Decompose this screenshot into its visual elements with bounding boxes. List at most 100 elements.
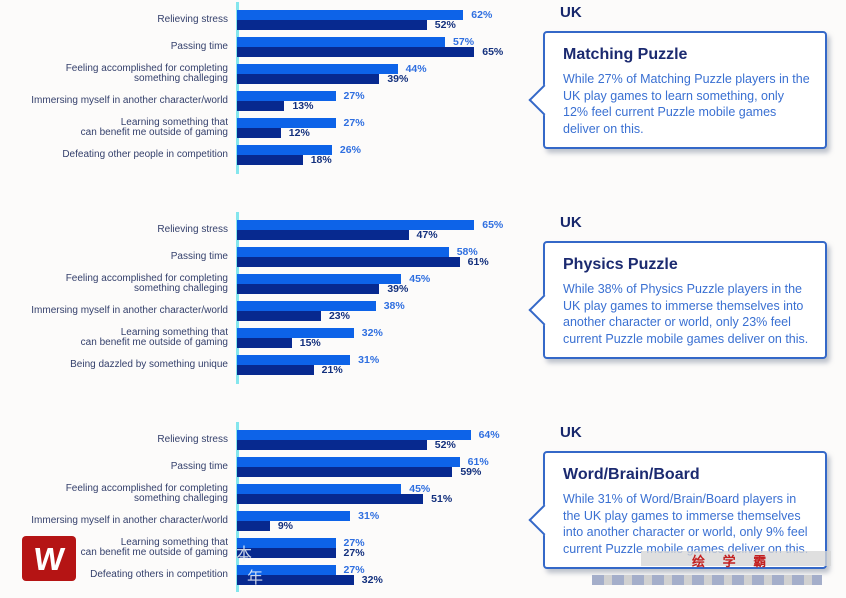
- chart-row: Passing time 58% 61%: [0, 246, 846, 268]
- bar-line-light: 27%: [237, 90, 365, 102]
- bar-pair: 32% 15%: [237, 327, 383, 349]
- watermark-red-text: 绘 学 霸: [692, 554, 774, 569]
- bar-line-dark: 21%: [237, 364, 379, 376]
- chart-axis-line: [236, 422, 239, 592]
- bar-value-light: 58%: [456, 246, 478, 258]
- chart-rows: Relieving stress 62% 52% Passing time 57% 65%…: [0, 0, 846, 210]
- bar-light: [237, 538, 336, 548]
- chart-row: Being dazzled by something unique 31% 21%: [0, 354, 846, 376]
- bar-line-dark: 27%: [237, 547, 365, 559]
- watermark-glyph: 年: [247, 570, 264, 587]
- bar-pair: 31% 21%: [237, 354, 379, 376]
- bar-pair: 64% 52%: [237, 429, 500, 451]
- bar-value-dark: 39%: [387, 283, 409, 295]
- bar-value-light: 32%: [361, 327, 383, 339]
- bar-dark: [237, 74, 380, 84]
- bar-line-dark: 51%: [237, 493, 452, 505]
- bar-dark: [237, 101, 285, 111]
- chart-row: Immersing myself in another character/wo…: [0, 510, 846, 532]
- bar-line-dark: 52%: [237, 439, 500, 451]
- category-label: Being dazzled by something unique: [70, 358, 228, 370]
- bar-dark: [237, 257, 460, 267]
- bar-value-dark: 9%: [277, 520, 294, 532]
- bar-line-light: 31%: [237, 510, 379, 522]
- bar-line-light: 62%: [237, 9, 493, 21]
- bar-light: [237, 457, 460, 467]
- bar-light: [237, 10, 464, 20]
- bar-line-light: 32%: [237, 327, 383, 339]
- bar-light: [237, 64, 398, 74]
- bar-line-light: 44%: [237, 63, 427, 75]
- bar-value-light: 26%: [339, 144, 361, 156]
- bar-dark: [237, 128, 281, 138]
- bar-line-light: 38%: [237, 300, 405, 312]
- bar-pair: 44% 39%: [237, 63, 427, 85]
- category-label: Defeating other people in competition: [62, 148, 228, 160]
- bar-value-light: 27%: [343, 90, 365, 102]
- bar-dark: [237, 155, 303, 165]
- chart-row: Passing time 57% 65%: [0, 36, 846, 58]
- chart-rows: Relieving stress 64% 52% Passing time 61% 59%…: [0, 420, 846, 598]
- chart-axis-line: [236, 2, 239, 174]
- watermark-band: [592, 575, 822, 585]
- chart-row: Defeating others in competition 27% 32%: [0, 564, 846, 586]
- bar-dark: [237, 338, 292, 348]
- bar-dark: [237, 284, 380, 294]
- bar-line-light: 45%: [237, 483, 452, 495]
- category-label: Immersing myself in another character/wo…: [31, 94, 228, 106]
- bar-value-light: 61%: [467, 456, 489, 468]
- category-label: Learning something that can benefit me o…: [80, 116, 228, 138]
- bar-dark: [237, 575, 354, 585]
- bar-value-dark: 32%: [361, 574, 383, 586]
- bar-dark: [237, 548, 336, 558]
- category-label: Learning something that can benefit me o…: [80, 326, 228, 348]
- category-label: Passing time: [170, 460, 228, 472]
- bar-pair: 58% 61%: [237, 246, 489, 268]
- bar-value-light: 27%: [343, 117, 365, 129]
- chart-row: Learning something that can benefit me o…: [0, 116, 846, 139]
- chart-row: Relieving stress 64% 52%: [0, 429, 846, 451]
- bar-value-light: 45%: [409, 273, 431, 285]
- bar-light: [237, 247, 449, 257]
- category-label: Defeating others in competition: [90, 568, 228, 580]
- bar-pair: 27% 13%: [237, 90, 365, 112]
- chart-section-word-brain-board: Relieving stress 64% 52% Passing time 61% 59%…: [0, 420, 846, 598]
- bar-value-light: 38%: [383, 300, 405, 312]
- bar-line-light: 26%: [237, 144, 361, 156]
- bar-line-light: 31%: [237, 354, 379, 366]
- callout-physics-puzzle: Physics Puzzle While 38% of Physics Puzz…: [528, 241, 827, 359]
- category-label: Passing time: [170, 250, 228, 262]
- bar-dark: [237, 440, 427, 450]
- chart-row: Immersing myself in another character/wo…: [0, 300, 846, 322]
- bar-light: [237, 565, 336, 575]
- bar-dark: [237, 494, 424, 504]
- callout-body: While 27% of Matching Puzzle players in …: [563, 72, 810, 136]
- category-label: Feeling accomplished for completing some…: [65, 272, 228, 294]
- callout-matching-puzzle: Matching Puzzle While 27% of Matching Pu…: [528, 31, 827, 149]
- bar-line-dark: 13%: [237, 100, 365, 112]
- bar-pair: 27% 32%: [237, 564, 383, 586]
- bar-line-dark: 18%: [237, 154, 361, 166]
- bar-line-light: 65%: [237, 219, 504, 231]
- bar-line-light: 58%: [237, 246, 489, 258]
- chart-section-physics-puzzle: Relieving stress 65% 47% Passing time 58% 61%…: [0, 210, 846, 420]
- bar-dark: [237, 311, 321, 321]
- bar-pair: 61% 59%: [237, 456, 489, 478]
- bar-line-light: 27%: [237, 537, 365, 549]
- watermark-band: [641, 551, 831, 566]
- bar-line-dark: 23%: [237, 310, 405, 322]
- bar-dark: [237, 521, 270, 531]
- bar-value-light: 65%: [482, 219, 504, 231]
- category-label: Learning something that can benefit me o…: [80, 536, 228, 558]
- bar-pair: 65% 47%: [237, 219, 504, 241]
- bar-line-dark: 32%: [237, 574, 383, 586]
- bar-line-dark: 65%: [237, 46, 503, 58]
- bar-line-light: 64%: [237, 429, 500, 441]
- bar-value-dark: 18%: [310, 154, 332, 166]
- category-label: Feeling accomplished for completing some…: [65, 62, 228, 84]
- chart-row: Feeling accomplished for completing some…: [0, 483, 846, 505]
- bar-value-light: 62%: [471, 9, 493, 21]
- bar-value-dark: 61%: [467, 256, 489, 268]
- bar-line-dark: 59%: [237, 466, 489, 478]
